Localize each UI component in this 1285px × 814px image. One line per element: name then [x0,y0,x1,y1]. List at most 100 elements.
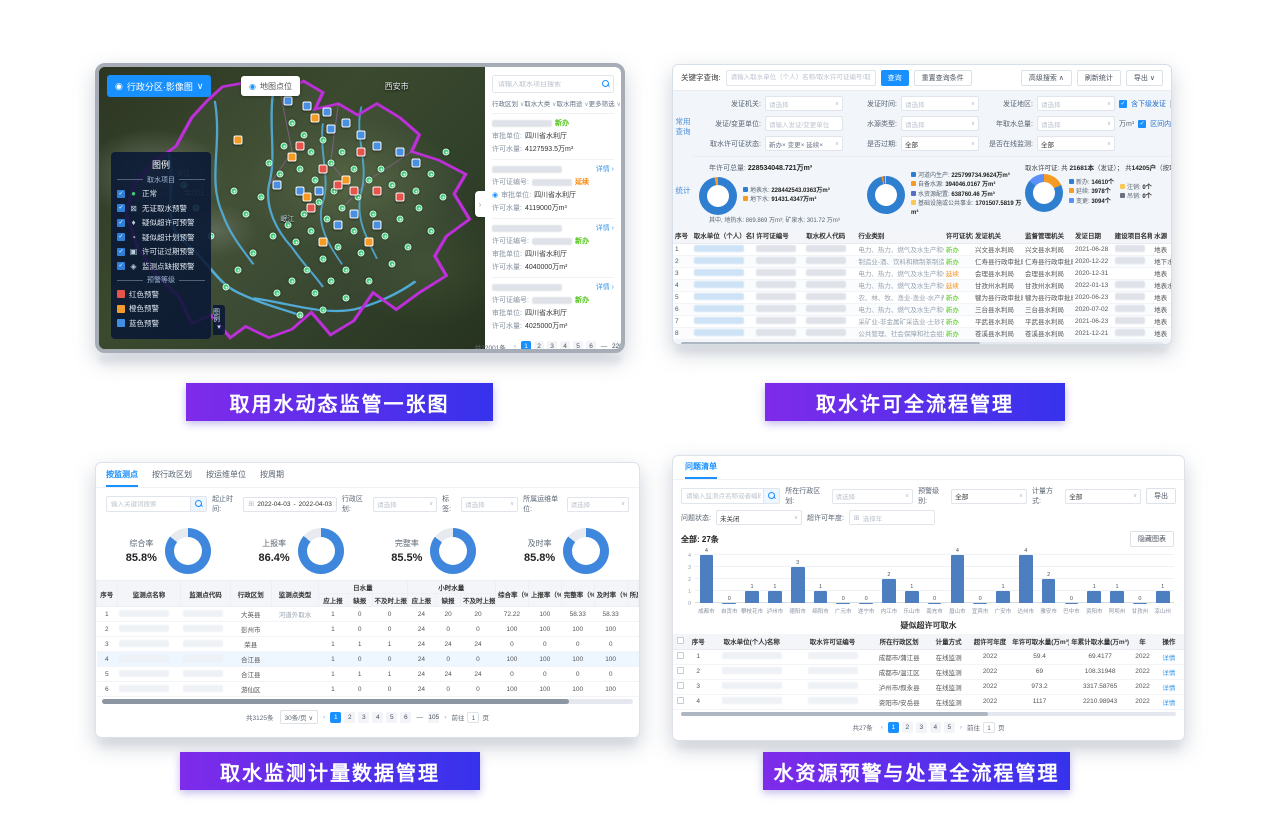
legend-item[interactable]: ✓ ◈ 监测点缺报预警 [117,261,205,272]
map-marker[interactable] [310,113,320,123]
page-number[interactable]: — [416,713,424,721]
map-marker[interactable] [292,238,300,246]
map-marker[interactable] [365,176,373,184]
goto-page-input[interactable]: 1 [467,711,480,723]
map-marker[interactable] [272,180,282,190]
operator-select[interactable]: 请选择 ∨ [566,496,629,512]
map-marker[interactable] [377,165,385,173]
map-marker[interactable] [395,147,405,157]
table-row[interactable]: 5农、林、牧、渔业-渔业-水产养殖新办犍为县行政审批局犍为县行政审批局2020-… [673,291,1171,304]
page-number[interactable]: 2201 [612,341,623,350]
map-marker[interactable] [327,277,335,285]
goto-page-input[interactable]: 1 [983,721,996,733]
map-marker[interactable] [307,148,315,156]
page-number[interactable]: — [600,343,608,350]
map-marker[interactable] [388,260,396,268]
page-number[interactable]: 6 [400,711,412,723]
map-marker[interactable] [333,180,343,190]
tab-by-station[interactable]: 按监测点 [106,469,138,487]
metering-method-select[interactable]: 全部 ∨ [1065,488,1141,504]
checkbox-checked-icon[interactable]: ✓ [117,233,125,241]
map-marker[interactable] [356,130,366,140]
legend-item[interactable]: ✓ ● 正常 [117,188,205,199]
map-marker[interactable] [302,192,312,202]
keyword-search-box[interactable] [106,496,208,512]
map-marker[interactable] [439,193,447,201]
map-marker[interactable] [350,227,358,235]
table-row[interactable]: 4电力、热力、燃气及水生产和供应业-电...延续甘孜州水利局甘孜州水利局2022… [673,279,1171,292]
map-marker[interactable] [230,187,238,195]
map-marker[interactable] [338,148,346,156]
station-search-input[interactable] [686,492,762,500]
detail-link[interactable]: 详情 [1162,684,1176,692]
legend-item[interactable]: ✓ ⊠ 无证取水预警 [117,203,205,214]
toggle-chart-button[interactable]: 隐藏图表 [1130,531,1174,547]
map-marker[interactable] [372,186,382,196]
map-marker[interactable] [319,306,327,314]
expired-select[interactable]: 全部 ∨ [901,136,979,151]
map-marker[interactable] [427,170,435,178]
map-marker[interactable] [318,237,328,247]
map-marker[interactable] [338,204,346,212]
list-item[interactable]: 新办 审批单位: 四川省水利厅 许可水量: 4127593.5万m³ [492,114,614,160]
map-marker[interactable] [327,159,335,167]
station-search-box[interactable] [681,488,781,504]
intake-in-region-checkbox[interactable] [1170,99,1171,108]
horizontal-scrollbar[interactable] [681,341,1163,344]
legend-collapse-tab[interactable]: 图例 ▾ [213,305,225,335]
detail-link[interactable]: 详情 [1162,699,1176,707]
panel-collapse-handle[interactable]: › [475,191,485,218]
map-marker[interactable] [306,203,316,213]
filter-dropdown[interactable]: 取水大类 ∨ [524,101,557,108]
detail-link[interactable]: 详情 › [595,225,614,232]
page-number[interactable]: 1 [521,341,532,349]
table-row[interactable]: 4 资阳市/安岳县 在线监测 2022 1117 2210.98943 2022 详情 [673,694,1184,710]
map-marker[interactable] [365,277,373,285]
map-marker[interactable] [372,141,382,151]
filter-dropdown[interactable]: 取水用途 ∨ [556,101,589,108]
horizontal-scrollbar[interactable] [102,699,633,704]
filter-dropdown[interactable]: 行政区划 ∨ [492,101,525,108]
map-marker[interactable] [341,175,351,185]
list-item[interactable]: 详情 › 许可证编号: 延续 ◉ 审批单位: 四川省水利厅 许可水量: 4119000万… [492,160,614,219]
prev-page-button[interactable]: ‹ [323,713,326,721]
legend-item[interactable]: ✓ ◔ 疑似超计划预警 [117,232,205,243]
map-marker[interactable] [396,215,404,223]
map-marker[interactable] [333,220,343,230]
map-marker[interactable] [288,119,296,127]
map-marker[interactable] [412,187,420,195]
row-checkbox[interactable] [676,667,684,674]
table-row[interactable]: 8公共管理、社会保障和社会组织-基层群...新办苍溪县水利局苍溪县水利局2021… [673,327,1171,340]
select-all-checkbox-header[interactable] [673,634,688,650]
table-row[interactable]: 7采矿业-非金属矿采选业-土砂石开采新办平武县水利局平武县水利局2021-06-… [673,315,1171,328]
map-marker[interactable] [323,215,331,223]
search-icon[interactable] [602,80,609,87]
warning-level-select[interactable]: 全部 ∨ [951,488,1028,504]
issuing-unit-input[interactable]: 请输入发证/变更单位 [765,116,843,131]
map-marker[interactable] [273,289,281,297]
page-number[interactable]: 3 [358,711,370,723]
map-marker[interactable] [334,243,342,251]
map-marker[interactable] [311,289,319,297]
layer-switch-button[interactable]: ◉ 行政分区·影像图 ∨ [107,75,212,97]
table-row[interactable]: 6 游仙区 1 0 0 24 0 0 100 100 100 100 [96,681,639,697]
table-row[interactable]: 1 大英县 河道外取水 1 0 0 24 20 20 72.22 100 58.33 58.33 [96,606,639,622]
advanced-search-button[interactable]: 高级搜索 ∧ [1020,69,1072,86]
issuing-authority-select[interactable]: 请选择 ∨ [765,96,843,111]
map-marker[interactable] [411,158,421,168]
region-select[interactable]: 请选择 ∨ [373,496,438,512]
tab-by-period[interactable]: 按周期 [260,470,284,479]
detail-link[interactable]: 详情 › [595,166,614,173]
map-marker[interactable] [295,186,305,196]
checkbox-checked-icon[interactable]: ✓ [117,247,125,256]
tab-by-operator[interactable]: 按运维单位 [206,470,246,479]
page-number[interactable]: 6 [586,341,597,349]
keyword-search-input[interactable] [111,500,189,508]
prev-page-button[interactable]: ‹ [880,723,883,731]
map-marker[interactable] [242,210,250,218]
map-marker[interactable] [302,101,312,111]
checkbox[interactable] [676,636,684,644]
page-number[interactable]: 1 [887,721,899,733]
page-number[interactable]: 2 [344,711,356,723]
map-marker[interactable] [234,266,242,274]
